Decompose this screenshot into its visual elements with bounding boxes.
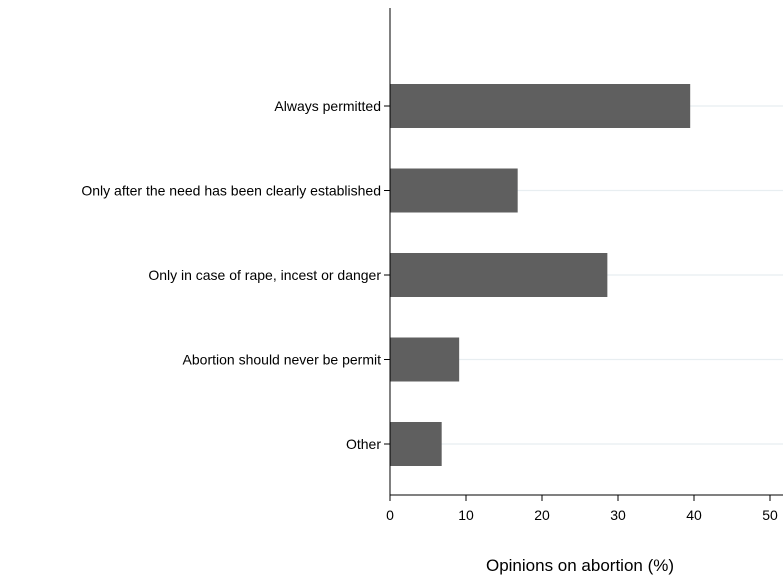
bar bbox=[390, 168, 518, 213]
bar bbox=[390, 84, 691, 128]
x-tick-label: 10 bbox=[458, 507, 474, 523]
x-axis: 0 10 20 30 40 50 bbox=[386, 494, 783, 523]
category-label: Other bbox=[346, 436, 381, 452]
category-label: Always permitted bbox=[274, 98, 381, 114]
y-axis: Always permitted Only after the need has … bbox=[81, 8, 391, 495]
category-label: Abortion should never be permit bbox=[183, 352, 382, 368]
category-label: Only in case of rape, incest or danger bbox=[148, 267, 381, 283]
x-tick-label: 50 bbox=[762, 507, 778, 523]
x-tick-label: 0 bbox=[386, 507, 394, 523]
bars bbox=[390, 84, 691, 466]
x-tick-label: 40 bbox=[686, 507, 702, 523]
x-tick-label: 20 bbox=[534, 507, 550, 523]
category-label: Only after the need has been clearly est… bbox=[81, 183, 381, 199]
bar bbox=[390, 337, 460, 382]
bar bbox=[390, 253, 608, 297]
x-tick-label: 30 bbox=[610, 507, 626, 523]
x-axis-title: Opinions on abortion (%) bbox=[486, 556, 674, 575]
bar bbox=[390, 422, 442, 466]
